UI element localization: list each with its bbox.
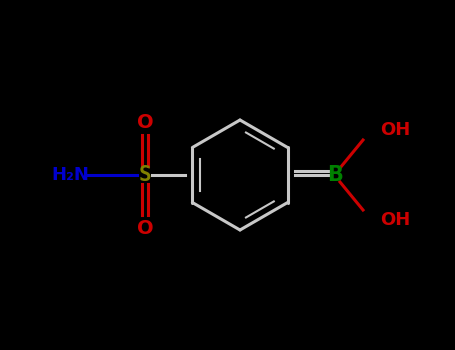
Text: OH: OH — [380, 211, 410, 229]
Text: O: O — [136, 218, 153, 238]
Text: OH: OH — [380, 121, 410, 139]
Text: H₂N: H₂N — [51, 166, 89, 184]
Text: S: S — [139, 165, 152, 185]
Text: B: B — [327, 165, 343, 185]
Text: O: O — [136, 112, 153, 132]
